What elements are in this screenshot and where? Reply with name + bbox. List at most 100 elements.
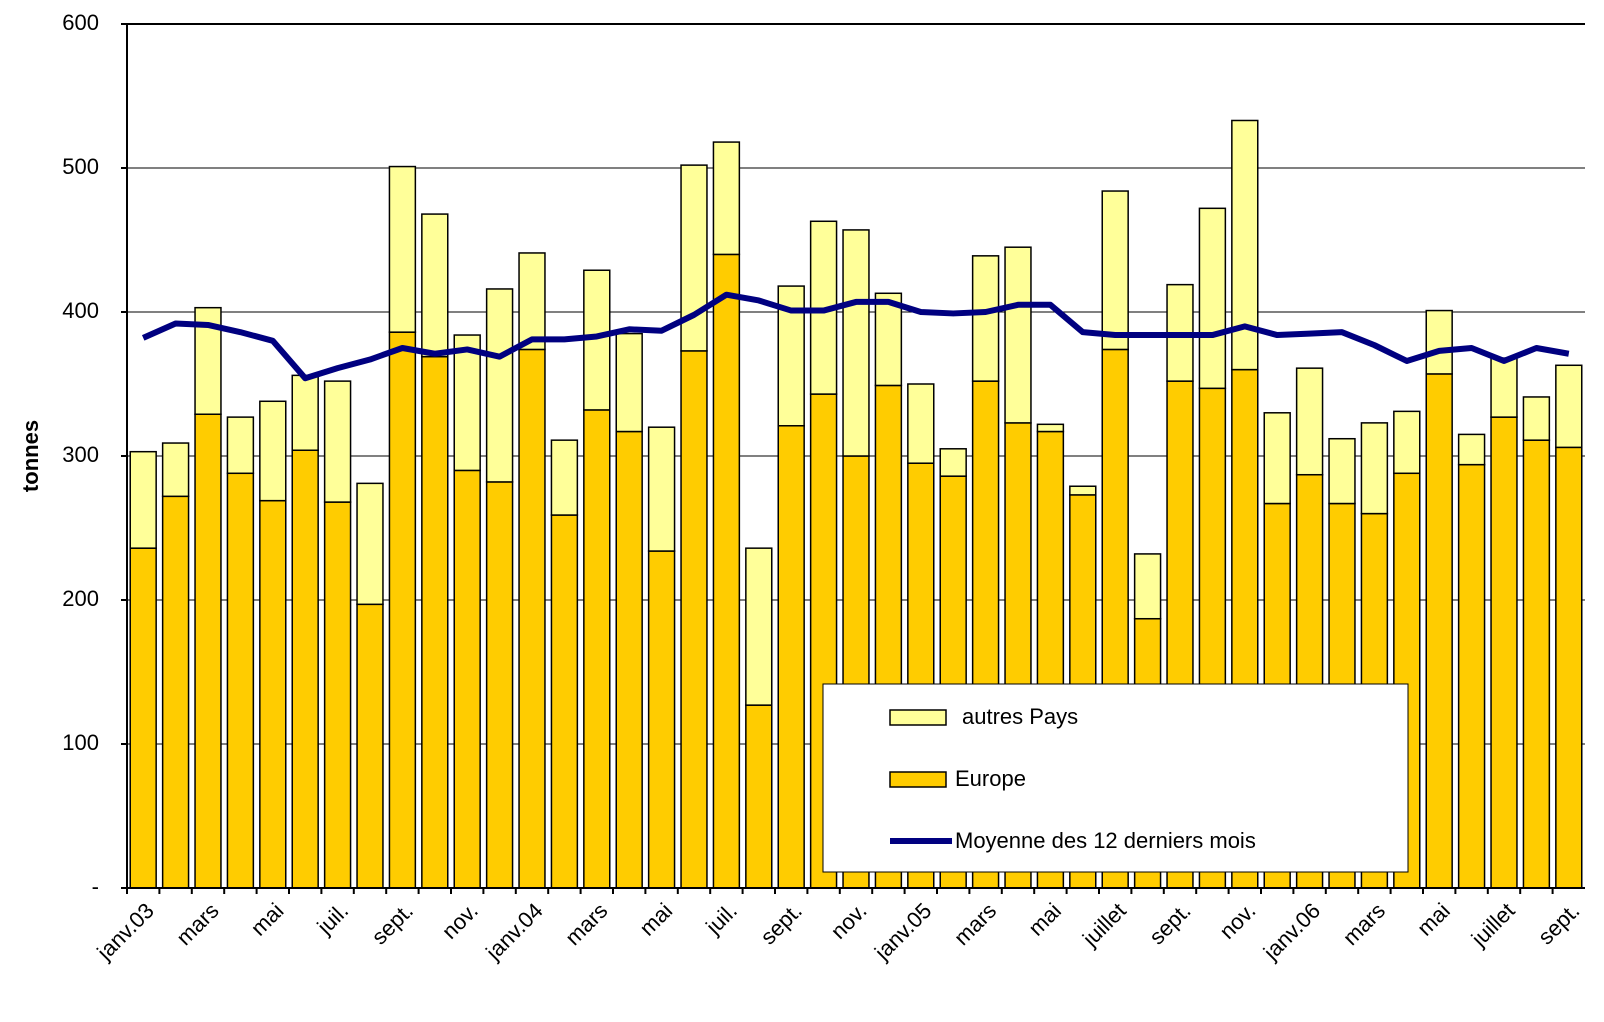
bar <box>583 409 611 889</box>
bar <box>971 255 1000 382</box>
x-tick-label: sept. <box>367 898 418 949</box>
bar <box>1555 446 1583 889</box>
legend-swatch <box>889 709 947 726</box>
bar <box>323 501 352 889</box>
x-tick-label: juil. <box>312 898 354 940</box>
bar <box>323 380 352 503</box>
bar <box>550 439 579 516</box>
bar <box>194 413 222 889</box>
x-tick-label: mars <box>171 898 223 950</box>
x-tick-label: janv.05 <box>869 898 936 965</box>
bar <box>518 252 546 351</box>
bar <box>356 482 384 606</box>
x-tick-label: janv.04 <box>480 898 547 965</box>
bar <box>745 547 773 706</box>
bar <box>1004 246 1032 424</box>
bar <box>421 355 449 889</box>
y-axis-title: tonnes <box>18 420 43 492</box>
y-tick-label: 100 <box>62 730 99 755</box>
bar <box>1457 463 1486 889</box>
x-tick-label: juillet <box>1466 898 1520 952</box>
x-tick-label: sept. <box>1144 898 1195 949</box>
bar <box>291 449 319 889</box>
bar <box>518 348 546 889</box>
x-tick-label: nov. <box>1215 898 1261 944</box>
bar <box>939 448 967 477</box>
bar <box>161 442 190 498</box>
legend-swatch <box>889 771 947 788</box>
bar <box>1425 373 1453 889</box>
y-tick-label: 500 <box>62 154 99 179</box>
bar <box>356 603 384 889</box>
x-tick-label: mars <box>1338 898 1390 950</box>
bar <box>1522 396 1551 441</box>
legend-label: autres Pays <box>962 704 1078 729</box>
bar <box>712 141 741 256</box>
bar <box>129 450 157 549</box>
bar <box>1101 190 1129 351</box>
bar <box>1328 437 1356 505</box>
bar <box>1360 422 1389 515</box>
x-tick-label: mai <box>634 898 677 941</box>
bar <box>388 331 417 889</box>
bar <box>615 430 643 889</box>
x-tick-label: nov. <box>437 898 483 944</box>
bar <box>1231 119 1259 371</box>
y-tick-label: 200 <box>62 586 99 611</box>
bar <box>647 426 676 552</box>
x-tick-label: nov. <box>826 898 872 944</box>
bar <box>1198 207 1227 390</box>
x-tick-label: sept. <box>755 898 806 949</box>
bar <box>712 253 741 889</box>
bar <box>615 332 643 433</box>
x-tick-label: janv.03 <box>91 898 158 965</box>
bar <box>291 374 319 451</box>
x-tick-label: mars <box>949 898 1001 950</box>
x-tick-label: janv.06 <box>1258 898 1325 965</box>
x-tick-label: mai <box>1412 898 1455 941</box>
bar <box>485 288 514 483</box>
bar <box>259 499 287 889</box>
bar <box>1295 367 1324 476</box>
bar <box>1133 553 1162 620</box>
bar <box>421 213 449 358</box>
bar <box>129 547 157 889</box>
x-tick-label: juil. <box>700 898 742 940</box>
bar <box>1522 439 1551 889</box>
bar <box>259 400 287 502</box>
bar <box>907 383 935 464</box>
bar <box>1425 309 1453 375</box>
bar <box>874 292 903 387</box>
bar <box>1490 416 1518 889</box>
bar <box>226 416 255 475</box>
bar <box>1069 485 1097 496</box>
bar <box>453 334 481 472</box>
x-tick-label: sept. <box>1533 898 1584 949</box>
y-tick-label: 400 <box>62 298 99 323</box>
bar <box>680 350 708 889</box>
y-tick-label: 300 <box>62 442 99 467</box>
bar <box>777 425 805 889</box>
legend-label: Europe <box>955 766 1026 791</box>
x-tick-label: mai <box>246 898 289 941</box>
bar <box>842 229 870 457</box>
bar <box>485 481 514 889</box>
y-tick-label: - <box>92 874 99 899</box>
bar <box>647 550 676 889</box>
bar <box>1393 410 1421 475</box>
bar <box>453 469 481 889</box>
line <box>141 291 1570 382</box>
y-tick-label: 600 <box>62 10 99 35</box>
x-tick-label: mars <box>560 898 612 950</box>
bar <box>550 514 579 889</box>
bar <box>388 165 417 333</box>
x-tick-label: mai <box>1023 898 1066 941</box>
bar <box>1457 433 1486 466</box>
bar <box>680 164 708 352</box>
legend-label: Moyenne des 12 derniers mois <box>955 828 1256 853</box>
bar <box>1036 423 1065 433</box>
bar <box>226 472 255 889</box>
bar <box>1555 364 1583 449</box>
x-tick-label: juillet <box>1077 898 1131 952</box>
